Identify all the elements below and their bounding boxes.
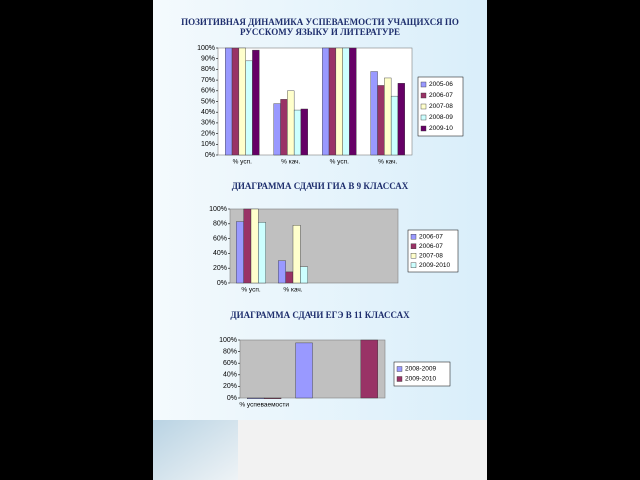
x-tick-label: % усп. [241, 287, 261, 294]
y-tick-label: 40% [223, 372, 237, 379]
legend-swatch [396, 366, 403, 372]
y-tick-label: 80% [213, 221, 227, 228]
legend-swatch [420, 103, 427, 110]
y-tick-label: 0% [217, 280, 227, 287]
legend-label: 2008-2009 [405, 366, 436, 373]
bar [293, 109, 302, 156]
chart-title: ПОЗИТИВНАЯ ДИНАМИКА УСПЕВАЕМОСТИ УЧАЩИХС… [181, 17, 459, 37]
y-tick-label: 80% [201, 66, 215, 73]
y-tick-label: 50% [201, 98, 215, 105]
bar [397, 83, 405, 156]
footer-image [153, 420, 238, 480]
bar [252, 49, 260, 156]
bar [231, 47, 240, 156]
legend-label: 2006-07 [419, 233, 443, 240]
x-tick-label: % кач. [281, 159, 300, 166]
x-tick-label: % усп. [330, 159, 350, 166]
legend-swatch [410, 253, 417, 259]
y-tick-label: 20% [213, 265, 227, 272]
bar [285, 271, 294, 284]
bar [292, 225, 301, 284]
x-tick-label: % кач. [283, 287, 302, 294]
bar [342, 47, 350, 156]
y-tick-label: 90% [201, 56, 215, 63]
y-tick-label: 70% [201, 77, 215, 84]
legend-swatch [420, 92, 427, 99]
legend-box [393, 361, 451, 387]
bar [243, 208, 252, 284]
bar [250, 208, 259, 284]
bar [287, 90, 295, 156]
y-tick-label: 60% [213, 235, 227, 242]
chart-title: ДИАГРАММА СДАЧИ ГИА В 9 КЛАССАХ [231, 181, 409, 191]
x-tick-label: % кач. [378, 159, 397, 166]
y-tick-label: 60% [201, 88, 215, 95]
bar [238, 47, 246, 156]
legend-label: 2006-07 [419, 243, 443, 250]
y-tick-label: 60% [223, 360, 237, 367]
legend-label: 2005-06 [429, 81, 453, 88]
x-tick-label: % успеваемости [239, 402, 289, 409]
legend-label: 2009-10 [429, 125, 453, 132]
legend-label: 2008-09 [429, 114, 453, 121]
legend-label: 2009-2010 [405, 376, 436, 383]
y-tick-label: 100% [209, 206, 227, 213]
y-tick-label: 10% [201, 141, 215, 148]
legend-label: 2007-08 [429, 103, 453, 110]
bar [384, 77, 392, 156]
bar [360, 339, 378, 399]
bar [273, 103, 281, 156]
bar [300, 108, 308, 156]
y-tick-label: 80% [223, 348, 237, 355]
bar [295, 342, 313, 399]
bar [377, 85, 385, 156]
legend-swatch [410, 234, 417, 240]
legend-swatch [420, 81, 427, 88]
y-tick-label: 20% [223, 383, 237, 390]
chart-title: ДИАГРАММА СДАЧИ ЕГЭ В 11 КЛАССАХ [230, 310, 410, 320]
bar [247, 397, 265, 400]
bar [349, 47, 357, 156]
y-tick-label: 40% [201, 109, 215, 116]
y-tick-label: 30% [201, 120, 215, 127]
bar [335, 47, 343, 156]
legend-swatch [410, 262, 417, 268]
bar [322, 47, 330, 156]
bar [236, 221, 244, 284]
bar [258, 222, 266, 284]
y-tick-label: 0% [205, 152, 215, 159]
bar [263, 397, 282, 400]
legend-box [407, 229, 459, 273]
legend-swatch [396, 376, 403, 382]
x-tick-label: % усп. [233, 159, 253, 166]
y-tick-label: 100% [219, 337, 237, 344]
bar [280, 99, 288, 156]
bar [328, 47, 337, 156]
y-tick-label: 40% [213, 250, 227, 257]
bar [300, 266, 308, 284]
bar [225, 47, 233, 156]
bar [370, 71, 378, 156]
y-tick-label: 100% [197, 45, 215, 52]
legend-swatch [420, 125, 427, 132]
bar [245, 60, 253, 156]
bar [390, 95, 399, 156]
legend-label: 2007-08 [419, 252, 443, 259]
bar [278, 260, 286, 284]
legend-swatch [420, 114, 427, 121]
legend-label: 2009-2010 [419, 262, 450, 269]
legend-label: 2006-07 [429, 92, 453, 99]
legend-swatch [410, 243, 417, 249]
y-tick-label: 20% [201, 130, 215, 137]
y-tick-label: 0% [227, 395, 237, 402]
